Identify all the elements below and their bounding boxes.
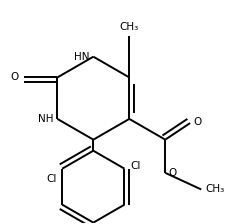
Text: O: O xyxy=(169,168,177,178)
Text: Cl: Cl xyxy=(46,174,57,184)
Text: HN: HN xyxy=(74,52,89,62)
Text: CH₃: CH₃ xyxy=(205,184,225,194)
Text: O: O xyxy=(10,72,19,82)
Text: O: O xyxy=(193,117,202,127)
Text: Cl: Cl xyxy=(130,161,140,171)
Text: CH₃: CH₃ xyxy=(120,22,139,32)
Text: NH: NH xyxy=(38,114,53,124)
